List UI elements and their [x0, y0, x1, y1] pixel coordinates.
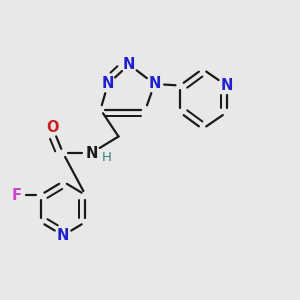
- Text: N: N: [220, 78, 233, 93]
- Text: N: N: [85, 146, 98, 160]
- Text: H: H: [102, 151, 112, 164]
- Text: O: O: [46, 120, 59, 135]
- Text: F: F: [11, 188, 22, 202]
- Text: N: N: [123, 57, 135, 72]
- Text: N: N: [148, 76, 161, 92]
- Text: N: N: [102, 76, 114, 92]
- Text: N: N: [57, 228, 69, 243]
